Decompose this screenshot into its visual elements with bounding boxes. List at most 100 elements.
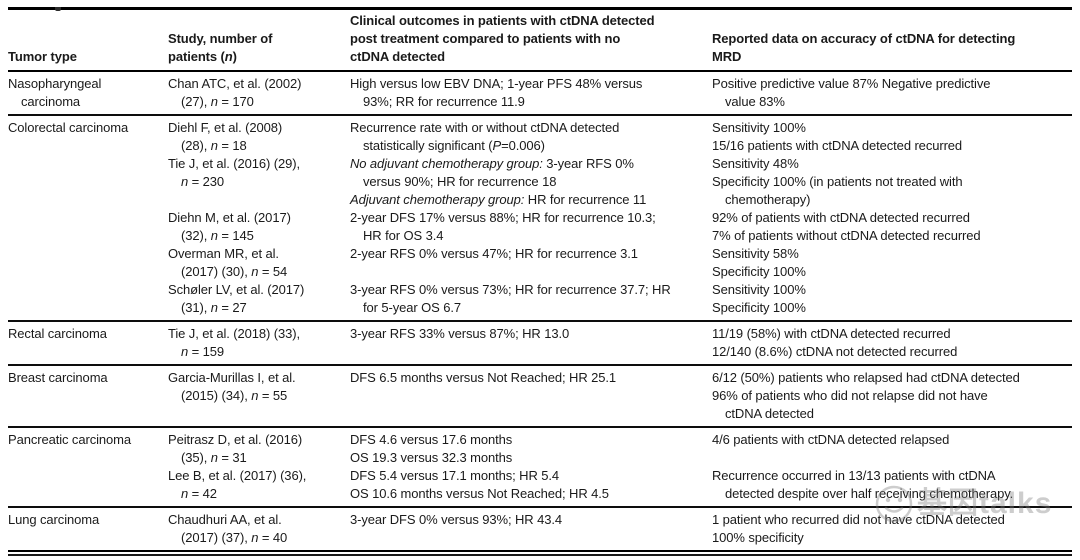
table-row: Pancreatic carcinoma Peitrasz D, et al. (… xyxy=(8,426,1072,507)
tumor-type: Colorectal carcinoma xyxy=(8,120,129,135)
tumor-type-cell: Breast carcinoma xyxy=(8,364,168,427)
tumor-type: Rectal carcinoma xyxy=(8,326,107,341)
outcome-line: Recurrence rate with or without ctDNA de… xyxy=(350,120,620,153)
outcome-line: 3-year RFS 0% versus 73%; HR for recurre… xyxy=(350,282,671,315)
accuracy-line: Sensitivity 100% xyxy=(712,120,806,135)
tumor-type-cell: Colorectal carcinoma xyxy=(8,114,168,321)
outcomes-cell: 2-year DFS 17% versus 88%; HR for recurr… xyxy=(350,209,712,245)
accuracy-cell: Sensitivity 58% Specificity 100% xyxy=(712,245,1072,281)
outcome-line: DFS 6.5 months versus Not Reached; HR 25… xyxy=(350,370,617,385)
column-header-tumor-type: Tumor type xyxy=(8,8,168,72)
ctdna-mrd-table: Tumor type Study, number of patients (n) Cl… xyxy=(8,7,1072,552)
accuracy-line: 6/12 (50%) patients who relapsed had ctD… xyxy=(712,370,1020,385)
study-reference: Overman MR, et al. (2017) (30), n = 54 xyxy=(168,246,288,279)
outcome-line: No adjuvant chemotherapy group: 3-year R… xyxy=(350,156,634,189)
table-row: Schøler LV, et al. (2017) (31), n = 27 3-y… xyxy=(8,281,1072,321)
study-reference: Lee B, et al. (2017) (36), n = 42 xyxy=(168,468,307,501)
outcomes-cell: Recurrence rate with or without ctDNA de… xyxy=(350,114,712,155)
table-row: Lung carcinoma Chaudhuri AA, et al. (2017)… xyxy=(8,506,1072,551)
tumor-type: Pancreatic carcinoma xyxy=(8,432,131,447)
table-body: Nasopharyngeal carcinoma Chan ATC, et al. … xyxy=(8,70,1072,551)
study-reference: Garcia-Murillas I, et al. (2015) (34), n … xyxy=(168,370,296,403)
accuracy-cell: 92% of patients with ctDNA detected recu… xyxy=(712,209,1072,245)
outcomes-cell: High versus low EBV DNA; 1-year PFS 48% … xyxy=(350,70,712,115)
header-row: Tumor type Study, number of patients (n) Cl… xyxy=(8,8,1072,72)
study-cell: Garcia-Murillas I, et al. (2015) (34), n … xyxy=(168,364,350,427)
table-bottom-rule xyxy=(8,554,1072,556)
study-cell: Tie J, et al. (2016) (29), n = 230 xyxy=(168,155,350,209)
table-row: Rectal carcinoma Tie J, et al. (2018) (33… xyxy=(8,320,1072,365)
accuracy-cell: Sensitivity 100% 15/16 patients with ctDN… xyxy=(712,114,1072,155)
table-row: Colorectal carcinoma Diehl F, et al. (200… xyxy=(8,114,1072,321)
outcome-line: Adjuvant chemotherapy group: HR for recu… xyxy=(350,192,647,207)
outcome-line: High versus low EBV DNA; 1-year PFS 48% … xyxy=(350,76,643,109)
tumor-type-cell: Pancreatic carcinoma xyxy=(8,426,168,507)
table-row: Overman MR, et al. (2017) (30), n = 54 2-y… xyxy=(8,245,1072,281)
table-row: Nasopharyngeal carcinoma Chan ATC, et al. … xyxy=(8,70,1072,115)
accuracy-line: Specificity 100% xyxy=(712,300,806,315)
study-reference: Diehl F, et al. (2008) (28), n = 18 xyxy=(168,120,283,153)
accuracy-cell: 11/19 (58%) with ctDNA detected recurred… xyxy=(712,320,1072,365)
tumor-type: Nasopharyngeal carcinoma xyxy=(8,76,102,109)
tumor-type: Breast carcinoma xyxy=(8,370,108,385)
accuracy-line: 4/6 patients with ctDNA detected relapse… xyxy=(712,432,950,447)
accuracy-line: 1 patient who recurred did not have ctDN… xyxy=(712,512,1005,527)
outcomes-cell: DFS 6.5 months versus Not Reached; HR 25… xyxy=(350,364,712,427)
column-header-accuracy: Reported data on accuracy of ctDNA for d… xyxy=(712,8,1072,72)
outcome-line: 2-year RFS 0% versus 47%; HR for recurre… xyxy=(350,246,638,261)
study-reference: Chan ATC, et al. (2002) (27), n = 170 xyxy=(168,76,302,109)
study-cell: Diehn M, et al. (2017) (32), n = 145 xyxy=(168,209,350,245)
accuracy-cell: Sensitivity 48% Specificity 100% (in pati… xyxy=(712,155,1072,209)
accuracy-line: Specificity 100% xyxy=(712,264,806,279)
outcomes-cell: DFS 5.4 versus 17.1 months; HR 5.4 OS 10.… xyxy=(350,467,712,507)
accuracy-line: Specificity 100% (in patients not treate… xyxy=(712,174,963,207)
outcomes-cell: DFS 4.6 versus 17.6 months OS 19.3 versus… xyxy=(350,426,712,467)
accuracy-cell: 4/6 patients with ctDNA detected relapse… xyxy=(712,426,1072,467)
tumor-type-cell: Nasopharyngeal carcinoma xyxy=(8,70,168,115)
outcomes-cell: 3-year RFS 0% versus 73%; HR for recurre… xyxy=(350,281,712,321)
accuracy-line: 96% of patients who did not relapse did … xyxy=(712,388,988,421)
accuracy-cell: 6/12 (50%) patients who relapsed had ctD… xyxy=(712,364,1072,427)
accuracy-line: Positive predictive value 87% Negative p… xyxy=(712,76,991,109)
study-reference: Tie J, et al. (2016) (29), n = 230 xyxy=(168,156,301,189)
study-cell: Tie J, et al. (2018) (33), n = 159 xyxy=(168,320,350,365)
column-header-clinical-outcomes: Clinical outcomes in patients with ctDNA… xyxy=(350,8,712,72)
table-row: Lee B, et al. (2017) (36), n = 42 DFS 5.4 … xyxy=(8,467,1072,507)
outcomes-cell: No adjuvant chemotherapy group: 3-year R… xyxy=(350,155,712,209)
accuracy-line: 12/140 (8.6%) ctDNA not detected recurre… xyxy=(712,344,958,359)
accuracy-line: 7% of patients without ctDNA detected re… xyxy=(712,228,981,243)
table-row: Breast carcinoma Garcia-Murillas I, et al… xyxy=(8,364,1072,427)
column-header-study: Study, number of patients (n) xyxy=(168,8,350,72)
study-cell: Peitrasz D, et al. (2016) (35), n = 31 xyxy=(168,426,350,467)
accuracy-line: 92% of patients with ctDNA detected recu… xyxy=(712,210,970,225)
outcome-line: DFS 4.6 versus 17.6 months xyxy=(350,432,513,447)
accuracy-line: 100% specificity xyxy=(712,530,804,545)
accuracy-cell: 1 patient who recurred did not have ctDN… xyxy=(712,506,1072,551)
accuracy-cell: Recurrence occurred in 13/13 patients wi… xyxy=(712,467,1072,507)
journal-table-page: Tumor type Study, number of patients (n) Cl… xyxy=(0,7,1080,556)
accuracy-line: Recurrence occurred in 13/13 patients wi… xyxy=(712,468,1014,501)
study-cell: Overman MR, et al. (2017) (30), n = 54 xyxy=(168,245,350,281)
tumor-type-cell: Rectal carcinoma xyxy=(8,320,168,365)
study-cell: Lee B, et al. (2017) (36), n = 42 xyxy=(168,467,350,507)
accuracy-line: 15/16 patients with ctDNA detected recur… xyxy=(712,138,963,153)
outcomes-cell: 2-year RFS 0% versus 47%; HR for recurre… xyxy=(350,245,712,281)
study-reference: Schøler LV, et al. (2017) (31), n = 27 xyxy=(168,282,305,315)
study-reference: Diehn M, et al. (2017) (32), n = 145 xyxy=(168,210,291,243)
table-header: Tumor type Study, number of patients (n) Cl… xyxy=(8,8,1072,72)
study-reference: Chaudhuri AA, et al. (2017) (37), n = 40 xyxy=(168,512,288,545)
accuracy-line: Sensitivity 48% xyxy=(712,156,799,171)
study-reference: Peitrasz D, et al. (2016) (35), n = 31 xyxy=(168,432,303,465)
cropped-text-fragment xyxy=(55,7,61,11)
outcome-line: DFS 5.4 versus 17.1 months; HR 5.4 xyxy=(350,468,560,483)
accuracy-cell: Positive predictive value 87% Negative p… xyxy=(712,70,1072,115)
study-cell: Schøler LV, et al. (2017) (31), n = 27 xyxy=(168,281,350,321)
tumor-type-cell: Lung carcinoma xyxy=(8,506,168,551)
accuracy-line: Sensitivity 100% xyxy=(712,282,806,297)
study-cell: Chan ATC, et al. (2002) (27), n = 170 xyxy=(168,70,350,115)
study-cell: Diehl F, et al. (2008) (28), n = 18 xyxy=(168,114,350,155)
table-row: Diehn M, et al. (2017) (32), n = 145 2-yea… xyxy=(8,209,1072,245)
accuracy-line: Sensitivity 58% xyxy=(712,246,799,261)
outcome-line: 2-year DFS 17% versus 88%; HR for recurr… xyxy=(350,210,656,243)
accuracy-cell: Sensitivity 100% Specificity 100% xyxy=(712,281,1072,321)
